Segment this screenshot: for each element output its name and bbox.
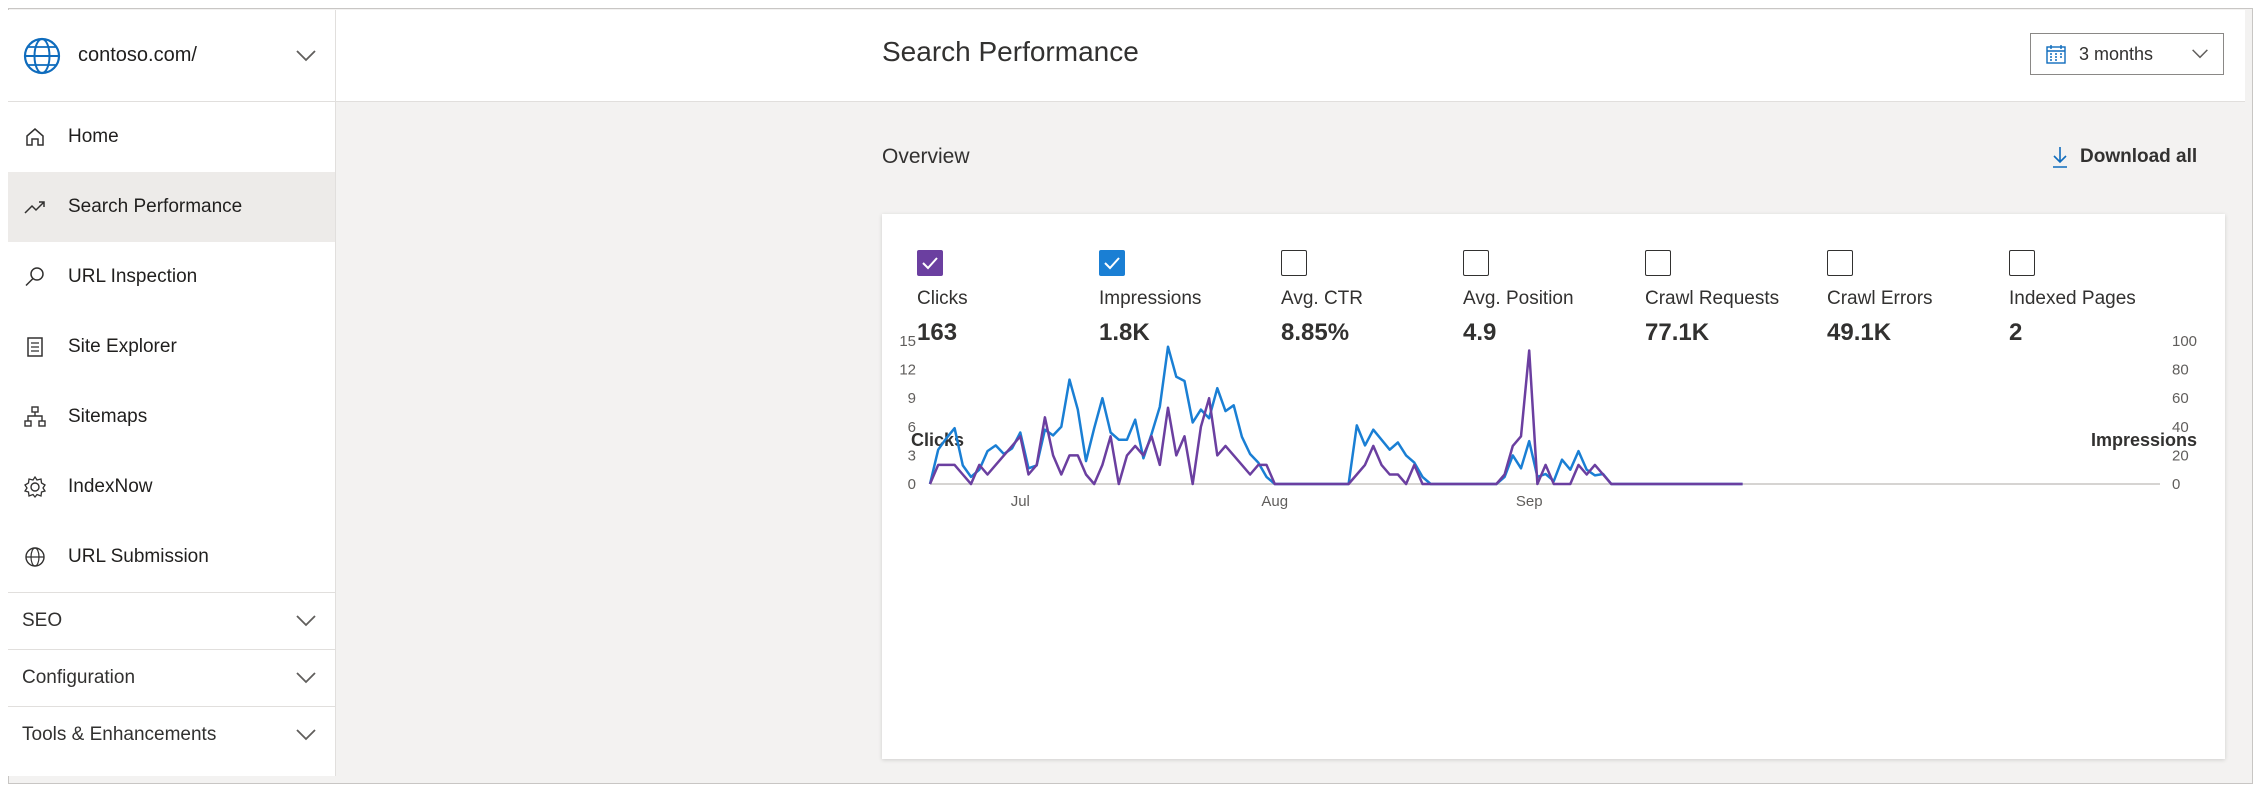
metric-value: 49.1K (1827, 319, 1892, 346)
nav-label: Site Explorer (68, 336, 177, 357)
performance-card: Clicks 163 Impressions 1.8K Avg. CTR 8.8… (882, 214, 2225, 759)
checkmark-icon (1104, 257, 1120, 270)
x-tick-label: Sep (1516, 493, 1543, 510)
left-tick-label: 6 (908, 419, 916, 436)
search-icon (25, 267, 44, 287)
series-line-clicks (928, 349, 1743, 486)
nav-item-site-explorer[interactable]: Site Explorer (8, 312, 335, 382)
right-axis-title: Impressions (2090, 430, 2197, 450)
metric-clicks[interactable]: Clicks 163 (917, 250, 1087, 347)
metric-crawl-requests[interactable]: Crawl Requests 77.1K (1645, 250, 1815, 347)
overview-title: Overview (882, 145, 970, 168)
metric-label: Crawl Requests (1645, 288, 1780, 309)
metric-label: Impressions (1099, 288, 1202, 309)
series-line-impressions (928, 345, 1743, 486)
metric-label: Crawl Errors (1827, 288, 1933, 309)
right-tick-label: 20 (2172, 447, 2189, 464)
date-range-value: 3 months (2079, 43, 2154, 64)
page-header: Search Performance 3 months (336, 10, 2245, 102)
x-tick-label: Aug (1261, 493, 1288, 510)
globe-icon (23, 37, 61, 74)
chevron-down-icon (2192, 49, 2208, 59)
section-label: Configuration (22, 667, 136, 688)
download-all-button[interactable]: Download all (2050, 145, 2197, 169)
metric-value: 2 (2009, 319, 2023, 346)
metric-crawl-errors[interactable]: Crawl Errors 49.1K (1827, 250, 1997, 347)
metric-avg-ctr[interactable]: Avg. CTR 8.85% (1281, 250, 1451, 347)
section-tools-enhancements[interactable]: Tools & Enhancements (8, 706, 335, 763)
metric-value: 4.9 (1463, 319, 1497, 346)
metric-value: 163 (917, 319, 958, 346)
left-tick-label: 0 (908, 476, 916, 493)
right-tick-label: 100 (2172, 333, 2197, 350)
left-tick-label: 12 (899, 362, 916, 379)
site-selector[interactable]: contoso.com/ (8, 10, 335, 102)
section-seo[interactable]: SEO (8, 592, 335, 649)
metric-value: 77.1K (1645, 319, 1710, 346)
metric-value: 1.8K (1099, 319, 1150, 346)
globe-icon (25, 547, 45, 567)
section-label: Tools & Enhancements (22, 724, 217, 745)
checkbox-unchecked[interactable] (2009, 250, 2035, 276)
chevron-down-icon (296, 615, 316, 627)
home-icon (26, 128, 44, 146)
nav-item-sitemaps[interactable]: Sitemaps (8, 382, 335, 452)
download-all-label: Download all (2080, 146, 2198, 167)
site-name: contoso.com/ (78, 44, 197, 66)
nav-label: Sitemaps (68, 406, 148, 427)
chevron-down-icon (296, 729, 316, 741)
checkbox-checked[interactable] (917, 250, 943, 276)
metric-label: Indexed Pages (2009, 288, 2136, 309)
gear-icon (23, 475, 47, 499)
section-label: SEO (22, 610, 63, 631)
date-range-select[interactable]: 3 months (2030, 33, 2224, 75)
checkbox-unchecked[interactable] (1645, 250, 1671, 276)
metric-label: Avg. CTR (1281, 288, 1364, 309)
right-tick-label: 80 (2172, 362, 2189, 379)
checkmark-icon (922, 257, 938, 270)
nav-label: URL Inspection (68, 266, 198, 287)
right-tick-label: 0 (2172, 476, 2180, 493)
trending-icon (24, 201, 45, 214)
left-tick-label: 9 (908, 390, 916, 407)
download-icon (2053, 147, 2067, 168)
checkbox-unchecked[interactable] (1281, 250, 1307, 276)
left-axis-title: Clicks (911, 430, 965, 450)
chevron-down-icon (296, 49, 316, 61)
metric-impressions[interactable]: Impressions 1.8K (1099, 250, 1269, 347)
x-tick-label: Jul (1011, 493, 1030, 510)
performance-chart: 0 3 6 9 12 15 0 20 40 60 80 100 Jul Aug Sep (899, 333, 2197, 510)
page-title: Search Performance (882, 36, 1139, 67)
metric-label: Clicks (917, 288, 968, 309)
nav-item-indexnow[interactable]: IndexNow (8, 452, 335, 522)
sitemap-icon (24, 406, 46, 427)
nav-label: Search Performance (68, 196, 243, 217)
nav-item-url-submission[interactable]: URL Submission (8, 522, 335, 592)
metric-label: Avg. Position (1463, 288, 1574, 309)
nav-item-search-performance[interactable]: Search Performance (8, 172, 335, 242)
right-tick-label: 40 (2172, 419, 2189, 436)
checkbox-unchecked[interactable] (1827, 250, 1853, 276)
nav-label: Home (68, 126, 119, 147)
nav-label: IndexNow (68, 476, 153, 497)
metric-indexed-pages[interactable]: Indexed Pages 2 (2009, 250, 2179, 347)
nav-item-url-inspection[interactable]: URL Inspection (8, 242, 335, 312)
document-icon (27, 337, 43, 357)
checkbox-checked[interactable] (1099, 250, 1125, 276)
nav-item-home[interactable]: Home (8, 102, 335, 172)
metric-value: 8.85% (1281, 319, 1350, 346)
calendar-icon (2046, 45, 2066, 64)
left-tick-label: 15 (899, 333, 916, 350)
section-configuration[interactable]: Configuration (8, 649, 335, 706)
checkbox-unchecked[interactable] (1463, 250, 1489, 276)
nav-label: URL Submission (68, 546, 209, 567)
chevron-down-icon (296, 672, 316, 684)
left-tick-label: 3 (908, 447, 916, 464)
metric-avg-position[interactable]: Avg. Position 4.9 (1463, 250, 1633, 347)
sidebar: contoso.com/ Home Search Performance URL… (8, 10, 336, 776)
right-tick-label: 60 (2172, 390, 2189, 407)
